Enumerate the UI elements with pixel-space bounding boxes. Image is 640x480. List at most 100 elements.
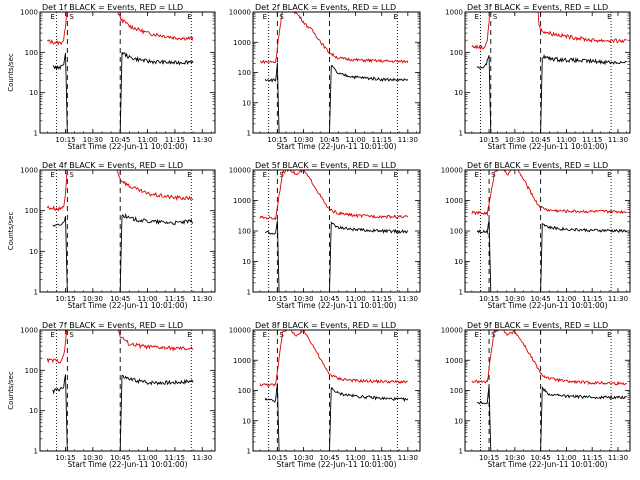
- plot-frame: [252, 11, 421, 134]
- y-axis-label: Counts/sec: [7, 212, 15, 251]
- x-tick-label: 10:45: [531, 136, 551, 144]
- x-axis-label: Start Time (22-Jun-11 10:01:00): [488, 301, 608, 310]
- plot-frame: [39, 11, 216, 134]
- x-tick-label: 10:45: [319, 136, 339, 144]
- series-lld-line: [47, 12, 194, 46]
- y-tick-label: 10: [242, 258, 251, 266]
- x-tick-label: 10:45: [531, 454, 551, 462]
- y-tick-label: 1: [459, 130, 463, 138]
- y-tick-label: 10000: [441, 167, 463, 175]
- plot-frame: [464, 329, 631, 452]
- x-tick-label: 10:45: [110, 136, 130, 144]
- y-tick-label: 10: [29, 89, 38, 97]
- x-tick-label: 11:30: [192, 136, 212, 144]
- segment-marker-label: E: [393, 331, 397, 339]
- chart-title: Det 7f BLACK = Events, RED = LLD: [42, 321, 183, 330]
- x-tick-label: 10:15: [479, 136, 499, 144]
- x-tick-label: 11:00: [556, 136, 576, 144]
- y-tick-label: 1: [34, 130, 38, 138]
- y-tick-label: 1: [459, 289, 463, 297]
- x-tick-label: 11:30: [398, 454, 418, 462]
- x-tick-label: 10:45: [110, 454, 130, 462]
- x-tick-label: 10:30: [83, 295, 103, 303]
- plot-frame: [252, 169, 421, 293]
- x-tick-label: 10:15: [55, 295, 75, 303]
- plot-frame: [464, 169, 631, 293]
- series-lld-line: [259, 170, 409, 221]
- x-axis-label: Start Time (22-Jun-11 10:01:00): [277, 301, 397, 310]
- x-tick-label: 11:15: [582, 295, 602, 303]
- series-lld-line: [46, 330, 194, 364]
- x-tick-label: 10:15: [267, 295, 287, 303]
- x-tick-label: 11:15: [582, 454, 602, 462]
- segment-marker-label: S: [493, 13, 498, 21]
- y-tick-label: 1000: [20, 167, 38, 175]
- y-tick-label: 100: [238, 387, 251, 395]
- series-events-line: [476, 385, 627, 451]
- y-axis-label: Counts/sec: [7, 53, 15, 92]
- y-tick-label: 10: [454, 417, 463, 425]
- x-tick-label: 11:30: [192, 295, 212, 303]
- series-events-line: [265, 220, 409, 292]
- x-tick-label: 11:15: [165, 136, 185, 144]
- x-axis-label: Start Time (22-Jun-11 10:01:00): [488, 460, 608, 469]
- y-tick-label: 1: [459, 448, 463, 456]
- series-lld-line: [471, 330, 627, 386]
- chart-title: Det 3f BLACK = Events, RED = LLD: [467, 3, 608, 12]
- x-tick-label: 10:15: [479, 295, 499, 303]
- x-axis-label: Start Time (22-Jun-11 10:01:00): [68, 460, 188, 469]
- x-tick-label: 11:00: [346, 454, 366, 462]
- x-axis-label: Start Time (22-Jun-11 10:01:00): [488, 142, 608, 151]
- chart-panel-det8: Det 8f BLACK = Events, RED = LLD Start Ti…: [229, 321, 421, 469]
- y-tick-label: 100: [450, 228, 463, 236]
- x-tick-label: 10:15: [267, 454, 287, 462]
- series-events-line: [476, 220, 627, 292]
- series-events-line: [52, 374, 194, 451]
- x-tick-label: 11:00: [137, 136, 157, 144]
- segment-marker-label: E: [474, 171, 478, 179]
- x-axis-label: Start Time (22-Jun-11 10:01:00): [277, 142, 397, 151]
- y-tick-label: 1000: [445, 197, 463, 205]
- segment-marker-label: S: [69, 331, 74, 339]
- x-axis-label: Start Time (22-Jun-11 10:01:00): [68, 142, 188, 151]
- x-tick-label: 11:30: [608, 136, 628, 144]
- y-tick-label: 1: [34, 289, 38, 297]
- chart-title: Det 5f BLACK = Events, RED = LLD: [255, 161, 396, 170]
- segment-marker-label: E: [187, 171, 191, 179]
- x-tick-label: 11:00: [556, 454, 576, 462]
- y-tick-label: 1000: [233, 39, 251, 47]
- segment-marker-label: E: [607, 13, 611, 21]
- x-tick-label: 10:45: [110, 295, 130, 303]
- chart-panel-det4: Det 4f BLACK = Events, RED = LLD Counts/s…: [7, 161, 216, 310]
- y-tick-label: 1: [34, 448, 38, 456]
- chart-title: Det 2f BLACK = Events, RED = LLD: [255, 3, 396, 12]
- x-tick-label: 11:15: [372, 295, 392, 303]
- y-axis-label: Counts/sec: [7, 371, 15, 410]
- series-lld-line: [471, 12, 627, 50]
- chart-title: Det 4f BLACK = Events, RED = LLD: [42, 161, 183, 170]
- x-tick-label: 10:45: [319, 295, 339, 303]
- y-tick-label: 10: [242, 99, 251, 107]
- x-tick-label: 10:30: [293, 136, 313, 144]
- x-tick-label: 10:30: [505, 295, 525, 303]
- segment-marker-label: E: [607, 171, 611, 179]
- segment-marker-label: E: [263, 13, 267, 21]
- plot-frame: [252, 329, 421, 452]
- x-tick-label: 11:00: [556, 295, 576, 303]
- series-lld-line: [471, 170, 627, 217]
- y-tick-label: 10: [454, 89, 463, 97]
- x-tick-label: 10:30: [293, 454, 313, 462]
- x-tick-label: 10:15: [479, 454, 499, 462]
- y-tick-label: 1000: [445, 9, 463, 17]
- chart-title: Det 9f BLACK = Events, RED = LLD: [467, 321, 608, 330]
- x-tick-label: 10:30: [83, 454, 103, 462]
- series-lld-line: [259, 12, 409, 65]
- x-tick-label: 11:30: [398, 136, 418, 144]
- y-tick-label: 100: [25, 207, 38, 215]
- y-tick-label: 100: [450, 387, 463, 395]
- y-tick-label: 1: [247, 448, 251, 456]
- x-tick-label: 11:00: [346, 295, 366, 303]
- y-tick-label: 10000: [229, 167, 251, 175]
- chart-panel-det6: Det 6f BLACK = Events, RED = LLD Start Ti…: [441, 161, 631, 310]
